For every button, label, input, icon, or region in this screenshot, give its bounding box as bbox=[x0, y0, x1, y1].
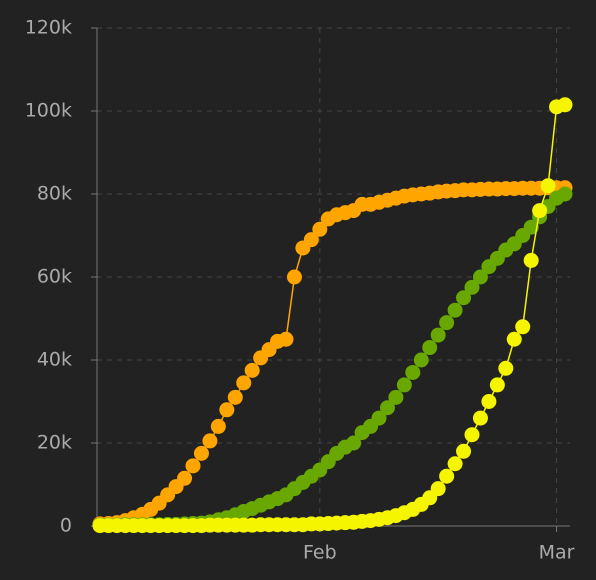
data-point bbox=[439, 315, 455, 331]
data-point bbox=[489, 377, 505, 393]
data-point bbox=[557, 186, 573, 202]
data-point bbox=[312, 221, 328, 237]
data-point bbox=[430, 481, 446, 497]
y-tick-label: 60k bbox=[37, 266, 72, 288]
data-point bbox=[413, 352, 429, 368]
data-point bbox=[405, 364, 421, 380]
data-point bbox=[346, 435, 362, 451]
y-tick-label: 120k bbox=[25, 17, 72, 39]
data-point bbox=[523, 252, 539, 268]
data-point bbox=[472, 269, 488, 285]
data-point bbox=[464, 427, 480, 443]
data-point bbox=[498, 360, 514, 376]
data-point bbox=[506, 331, 522, 347]
data-point bbox=[464, 279, 480, 295]
y-tick-label: 20k bbox=[37, 432, 72, 454]
data-point bbox=[447, 302, 463, 318]
data-point bbox=[227, 389, 243, 405]
series-line bbox=[99, 187, 565, 525]
x-tick-label: Mar bbox=[539, 542, 575, 564]
data-point bbox=[219, 402, 235, 418]
data-point bbox=[523, 219, 539, 235]
data-point bbox=[456, 290, 472, 306]
data-point bbox=[379, 400, 395, 416]
data-point bbox=[430, 327, 446, 343]
y-tick-label: 0 bbox=[60, 515, 72, 537]
data-point bbox=[303, 232, 319, 248]
data-point bbox=[371, 410, 387, 426]
data-point bbox=[388, 389, 404, 405]
data-point bbox=[185, 458, 201, 474]
data-point bbox=[532, 203, 548, 219]
data-point bbox=[481, 394, 497, 409]
data-point bbox=[540, 178, 556, 194]
data-point bbox=[193, 445, 209, 461]
data-point bbox=[515, 319, 531, 335]
data-point bbox=[244, 362, 260, 378]
data-point bbox=[236, 375, 252, 391]
data-point bbox=[177, 470, 193, 486]
x-tick-label: Feb bbox=[303, 542, 337, 564]
data-point bbox=[557, 97, 573, 113]
data-point bbox=[278, 331, 294, 347]
data-point bbox=[447, 456, 463, 472]
data-point bbox=[202, 433, 218, 449]
y-tick-label: 80k bbox=[37, 183, 72, 205]
data-point bbox=[286, 269, 302, 285]
data-point bbox=[210, 418, 226, 434]
data-point bbox=[456, 443, 472, 459]
y-tick-label: 40k bbox=[37, 349, 72, 371]
data-point bbox=[396, 377, 412, 393]
data-point bbox=[439, 468, 455, 484]
data-point bbox=[472, 410, 488, 426]
y-tick-label: 100k bbox=[25, 100, 72, 122]
data-point bbox=[422, 340, 438, 356]
